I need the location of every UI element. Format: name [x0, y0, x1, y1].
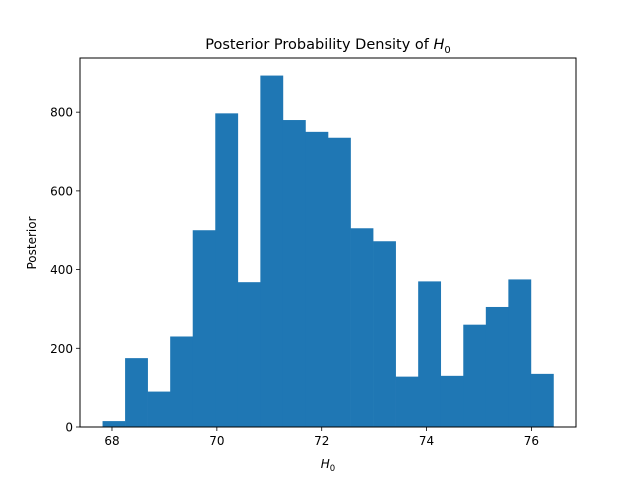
histogram-bar	[373, 241, 396, 427]
histogram-bar	[170, 336, 194, 427]
histogram-bar	[192, 230, 216, 427]
histogram-bar	[463, 324, 487, 427]
histogram-bar	[125, 358, 148, 427]
x-tick-label: 70	[209, 434, 224, 448]
histogram-bar	[328, 137, 351, 427]
histogram-bars	[102, 75, 554, 427]
chart-title-math: H	[434, 37, 445, 53]
x-axis-ticks: 68 70 72 74 76	[104, 427, 539, 448]
histogram-bar	[350, 228, 374, 427]
histogram-bar	[102, 421, 126, 427]
histogram-bar	[305, 131, 329, 427]
plot-frame	[79, 57, 577, 428]
axes	[79, 57, 577, 428]
histogram-bar	[418, 281, 442, 427]
histogram-bar	[237, 282, 261, 427]
chart-title-text: Posterior Probability Density of	[205, 37, 433, 53]
x-tick-label: 74	[419, 434, 434, 448]
y-axis-label: Posterior	[25, 216, 39, 269]
y-tick-label: 800	[50, 106, 73, 120]
histogram-bar	[440, 375, 464, 427]
histogram-bar	[395, 376, 419, 427]
histogram-bar	[485, 306, 509, 427]
chart-title-math-sub: 0	[444, 45, 450, 56]
x-tick-label: 72	[314, 434, 329, 448]
x-tick-label: 68	[104, 434, 119, 448]
y-tick-label: 0	[65, 421, 73, 435]
y-tick-label: 400	[50, 263, 73, 277]
y-axis-ticks: 0 200 400 600 800	[50, 106, 80, 435]
histogram-bar	[282, 120, 306, 427]
chart-title: Posterior Probability Density of H0	[205, 37, 451, 56]
x-axis-label: H0	[321, 457, 335, 474]
histogram-bar	[260, 75, 284, 427]
histogram-bar	[508, 279, 532, 427]
x-axis-label-sub: 0	[330, 464, 335, 474]
x-tick-label: 76	[524, 434, 539, 448]
histogram-bar	[147, 391, 171, 427]
y-tick-label: 200	[50, 342, 73, 356]
histogram-bar	[215, 113, 239, 427]
histogram-bar	[530, 373, 554, 427]
y-tick-label: 600	[50, 184, 73, 198]
x-axis-label-base: H	[321, 457, 330, 471]
